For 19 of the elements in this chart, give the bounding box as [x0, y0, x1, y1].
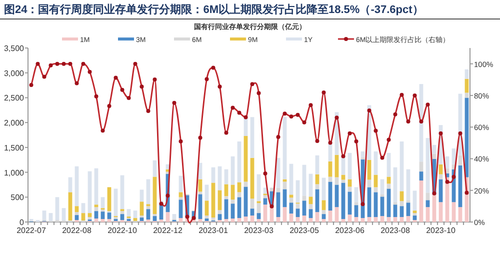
x-tick-label: 2023-10 [426, 226, 456, 235]
y-tick-label: 1,500 [4, 143, 25, 152]
x-tick-label: 2023-01 [198, 226, 228, 235]
x-tick-label: 2023-05 [290, 226, 320, 235]
y-tick-label: 500 [10, 193, 25, 202]
y-tick-label: 3,000 [4, 68, 25, 78]
x-tick-label: 2023-06 [335, 226, 365, 235]
x-tick-label: 2023-03 [244, 226, 274, 235]
y-tick-label: 2,000 [4, 118, 25, 128]
x-tick-label: 2023-08 [380, 226, 410, 235]
y-tick-label: 3,500 [4, 44, 25, 53]
y-tick-label: 1,000 [4, 168, 25, 178]
x-tick-label: 2022-08 [62, 226, 92, 235]
y-tick-label: 2,500 [4, 94, 25, 103]
chart-title: 图24：国有行周度同业存单发行分期限：6M以上期限发行占比降至18.5%（-37.6pct） [4, 3, 424, 16]
x-tick-label: 2022-12 [153, 226, 183, 235]
x-tick-label: 2022-10 [108, 226, 138, 235]
x-tick-label: 2022-07 [16, 226, 46, 235]
y-tick-label: 0 [20, 218, 25, 227]
